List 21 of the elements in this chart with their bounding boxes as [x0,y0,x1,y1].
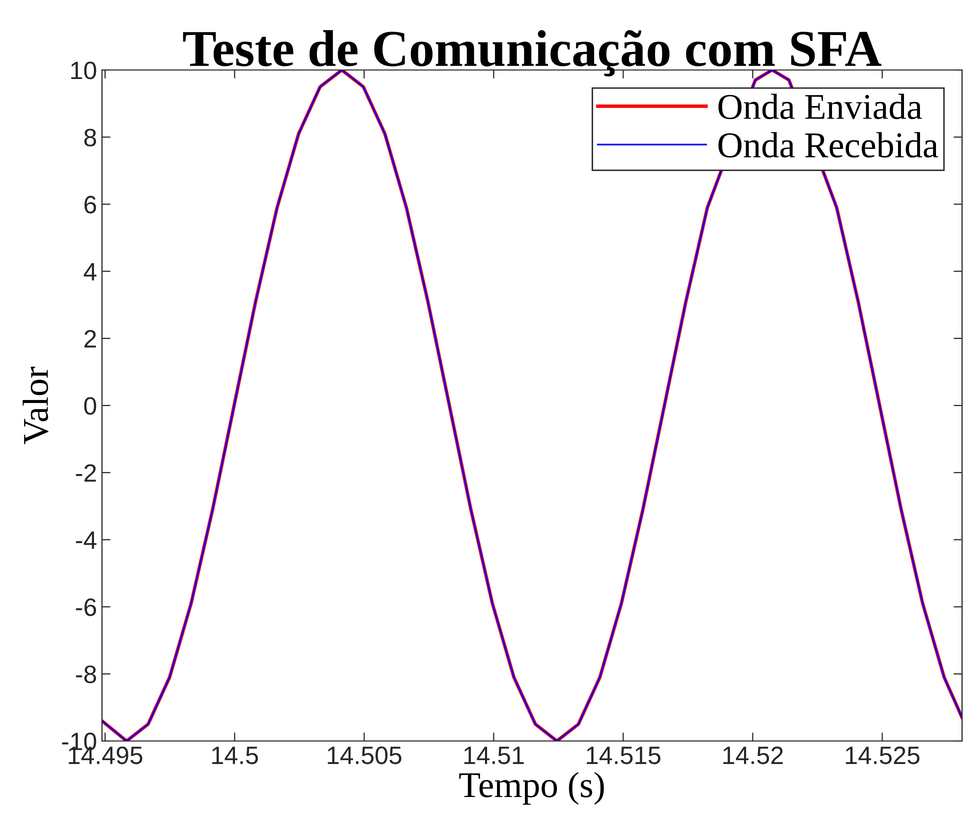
y-tick-label: 0 [84,397,96,415]
x-axis-title: Tempo (s) [459,772,604,805]
chart-title: Teste de Comunicação com SFA [183,30,882,76]
y-tick-label: 2 [84,330,96,348]
y-tick-label: 10 [71,62,96,80]
y-tick-label: 6 [84,196,96,214]
y-tick-label: -2 [76,464,96,482]
x-tick-label: 14.5 [212,746,258,764]
x-tick-label: 14.52 [723,746,783,764]
x-tick-label: 14.505 [328,746,402,764]
legend-label: Onda Recebida [718,132,938,158]
y-axis-title: Valor [22,366,48,444]
x-tick-label: 14.51 [464,746,524,764]
y-tick-label: 8 [84,128,96,146]
y-tick-label: 4 [84,263,96,280]
x-tick-label: 14.515 [586,746,660,764]
y-tick-label: -4 [76,532,96,549]
y-tick-label: -8 [76,666,96,684]
legend-label: Onda Enviada [718,94,922,120]
x-tick-label: 14.525 [846,746,920,764]
y-tick-label: -6 [76,598,96,616]
